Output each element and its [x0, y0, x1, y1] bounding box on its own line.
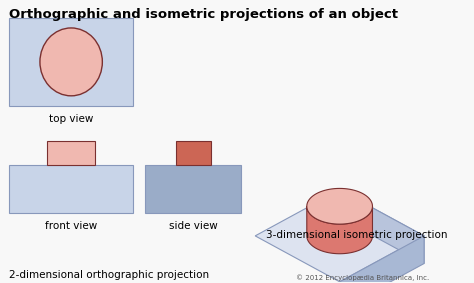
Bar	[145, 165, 241, 213]
Polygon shape	[340, 236, 424, 283]
Polygon shape	[307, 206, 373, 254]
Text: 3-dimensional isometric projection: 3-dimensional isometric projection	[266, 230, 448, 240]
Bar	[9, 165, 133, 213]
Bar	[9, 18, 133, 106]
Polygon shape	[255, 190, 424, 282]
Bar	[176, 141, 210, 165]
Text: © 2012 Encyclopædia Britannica, Inc.: © 2012 Encyclopædia Britannica, Inc.	[296, 275, 429, 281]
Polygon shape	[307, 188, 373, 224]
Bar	[47, 141, 95, 165]
Polygon shape	[340, 190, 424, 263]
Text: front view: front view	[45, 221, 97, 231]
Text: 2-dimensional orthographic projection: 2-dimensional orthographic projection	[9, 269, 210, 280]
Text: Orthographic and isometric projections of an object: Orthographic and isometric projections o…	[9, 8, 398, 21]
Text: top view: top view	[49, 114, 93, 124]
Ellipse shape	[40, 28, 102, 96]
Text: side view: side view	[169, 221, 218, 231]
